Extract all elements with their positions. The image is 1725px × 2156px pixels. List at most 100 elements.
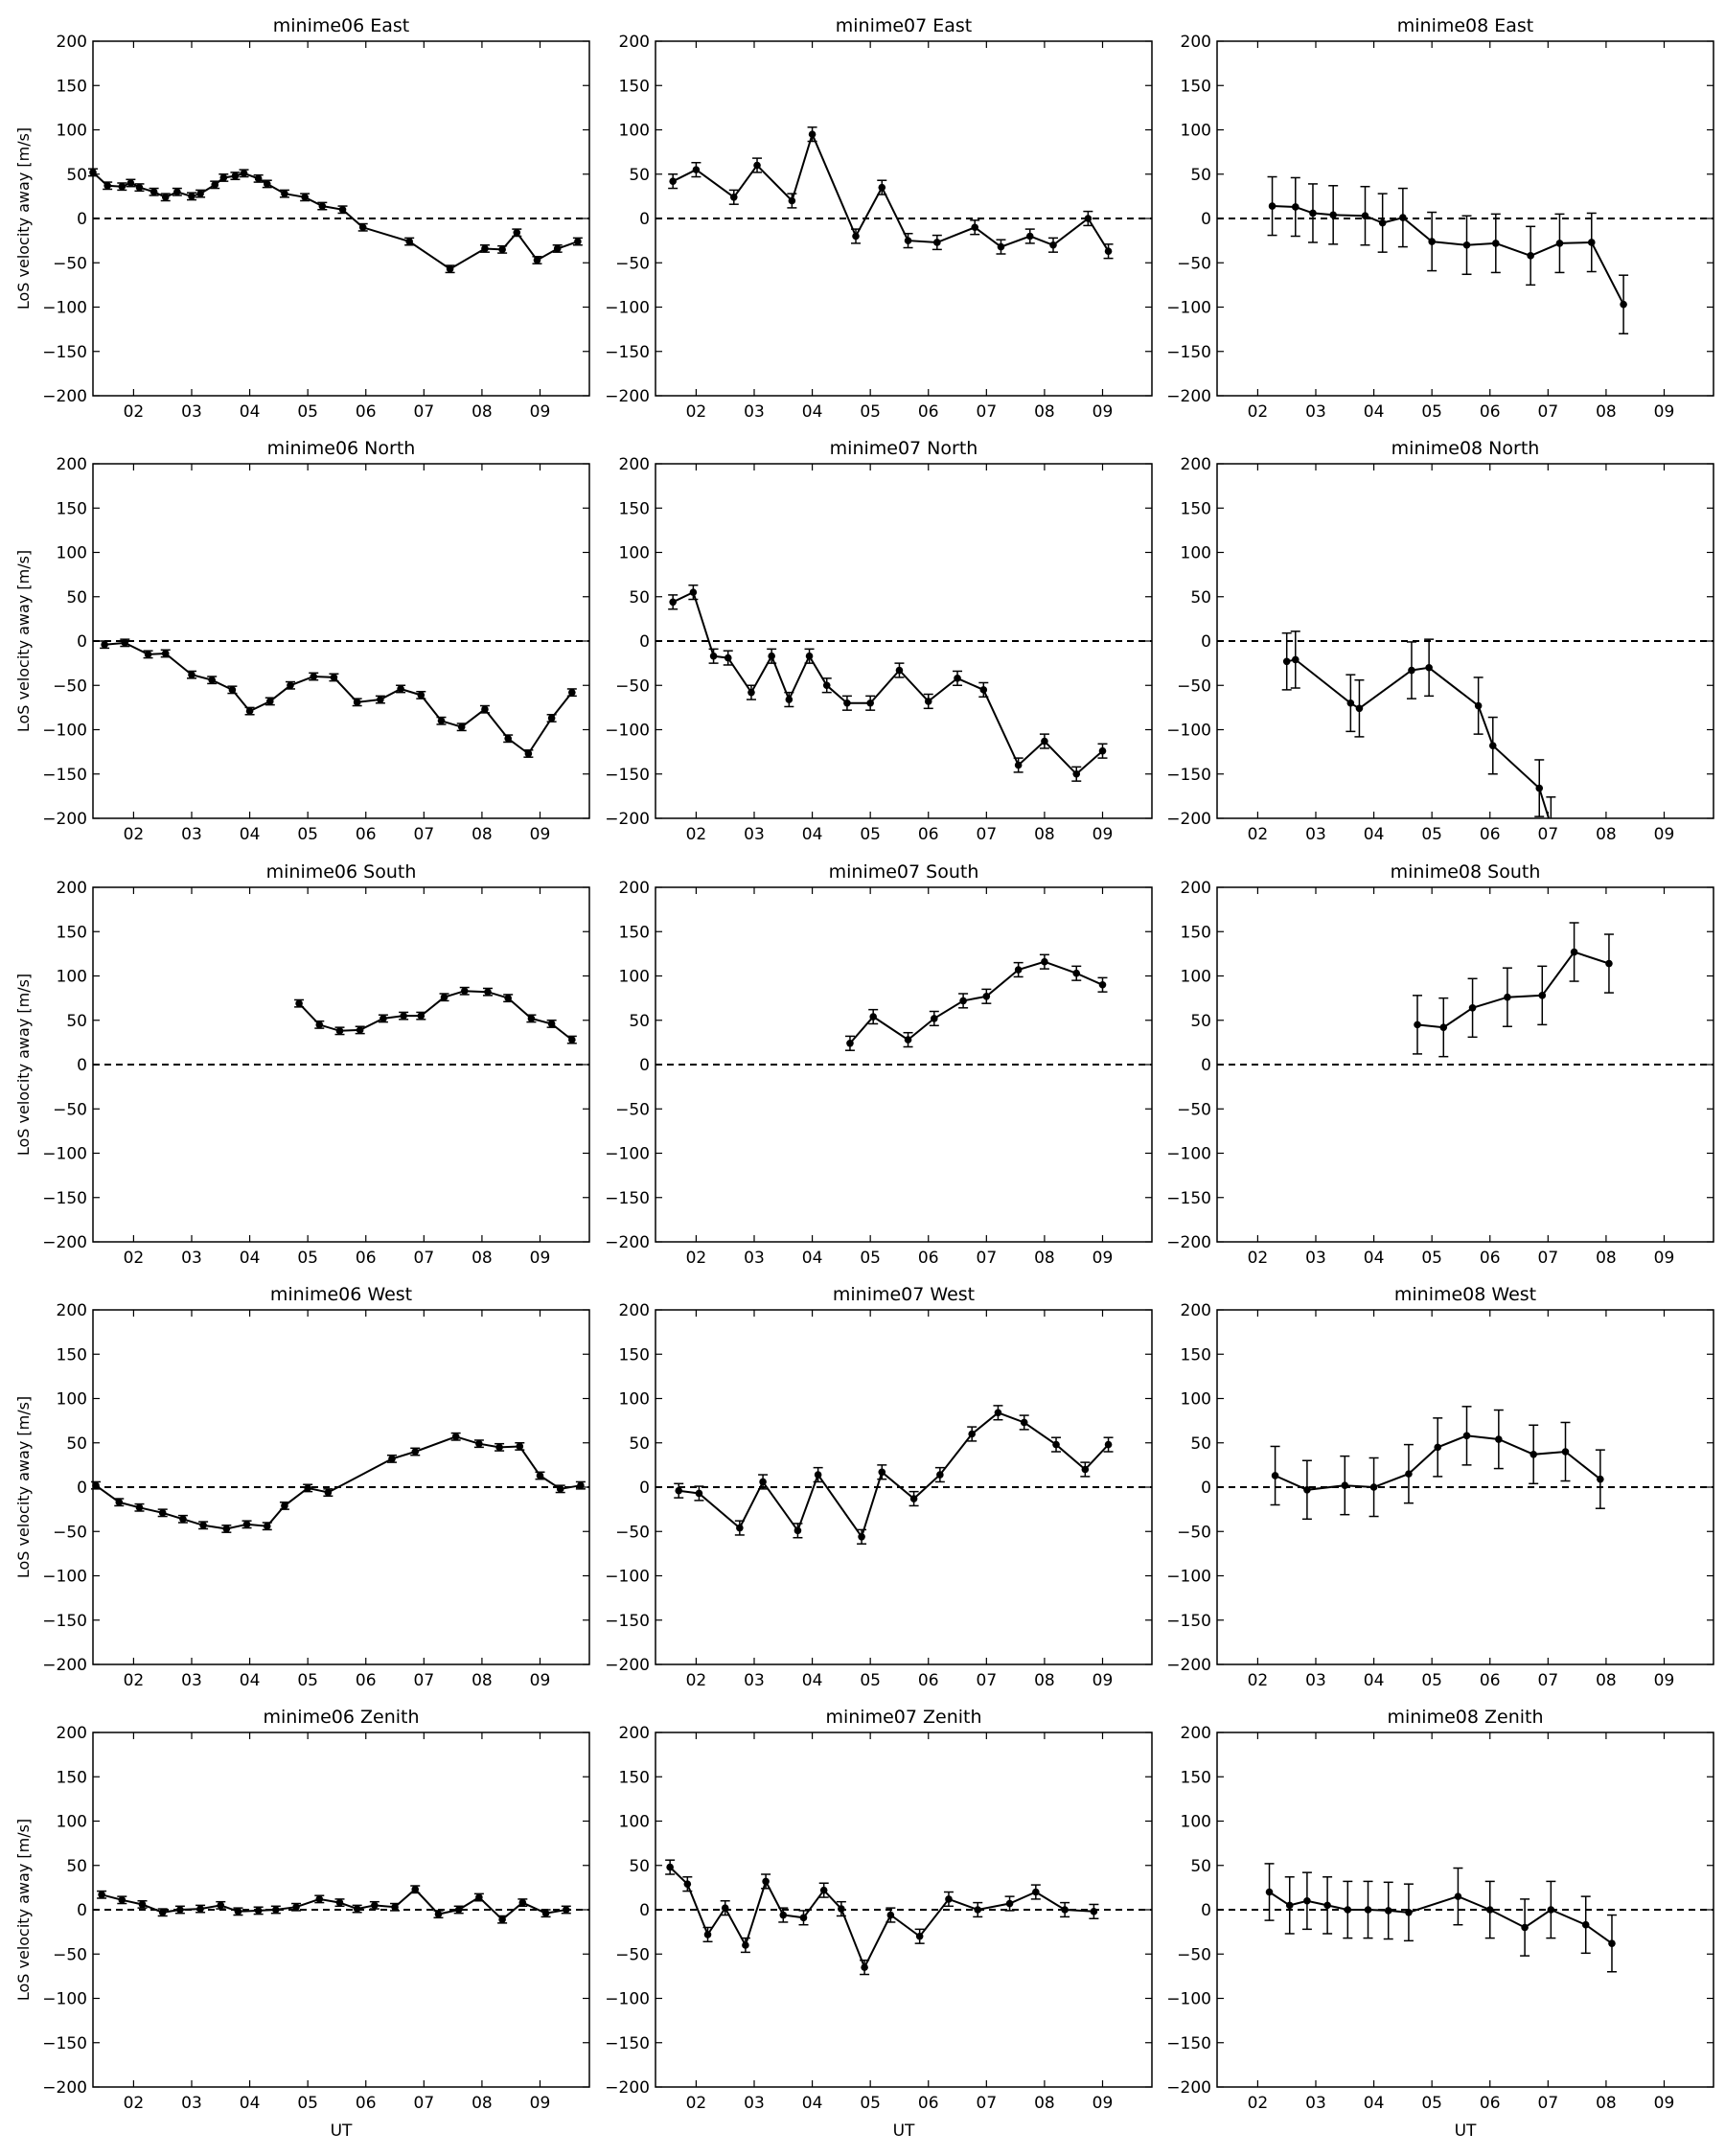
data-point [779,1911,788,1919]
panel-title: minime08 North [1392,438,1540,459]
panel-title: minime07 East [836,15,973,36]
series-line [849,960,1103,1044]
x-tick-label: 03 [181,1671,202,1690]
data-point [1041,957,1048,966]
data-point [513,229,521,237]
plot-frame [1216,1732,1714,2088]
data-point [1291,203,1300,211]
data-point [524,749,533,758]
y-tick-label: 0 [77,1901,87,1920]
y-tick-label: 200 [619,33,650,52]
data-point [219,173,228,182]
x-tick-label: 04 [240,1671,261,1690]
y-tick-label: −150 [605,1189,650,1208]
data-point [695,1489,703,1498]
data-point [1527,252,1534,260]
data-point [287,681,294,690]
x-tick-label: 08 [1034,825,1055,844]
data-point [138,1900,147,1909]
data-point [1323,1901,1331,1910]
data-point [118,182,126,191]
plot-frame [92,1732,590,2088]
y-tick-label: 100 [619,544,650,563]
data-point [794,1526,802,1535]
data-point [1521,1923,1529,1932]
x-tick-label: 04 [1364,402,1385,422]
y-tick-label: 100 [619,968,650,987]
y-tick-label: −150 [1166,1612,1211,1631]
panel-title: minime07 Zenith [825,1707,981,1728]
data-point [446,264,454,273]
data-point [1485,1906,1494,1914]
data-point [254,1907,263,1915]
data-point [1608,1939,1616,1947]
y-tick-label: −150 [42,766,87,785]
data-point [400,1012,407,1020]
x-tick-label: 07 [977,825,998,844]
data-point [974,1906,982,1914]
y-tick-label: 150 [1181,1768,1211,1787]
x-tick-label: 03 [1305,825,1326,844]
data-point [1271,1472,1279,1479]
x-tick-label: 02 [686,825,707,844]
series-line [101,1888,566,1921]
data-point [310,673,318,680]
x-tick-label: 08 [1596,825,1617,844]
y-tick-label: 100 [57,968,87,987]
data-point [437,717,446,725]
x-tick-label: 07 [977,2094,998,2113]
plot-frame [1216,1309,1714,1665]
x-tick-label: 07 [1538,1671,1559,1690]
data-point [356,1026,364,1034]
x-tick-label: 09 [1654,1671,1675,1690]
data-point [931,1015,938,1022]
data-point [1561,1448,1570,1456]
data-point [292,1903,300,1912]
series-line [1286,658,1551,818]
y-tick-label: −150 [605,2034,650,2053]
plot-frame [92,1309,590,1665]
y-tick-label: 50 [1190,1434,1211,1454]
y-tick-label: 100 [57,1390,87,1410]
y-tick-label: −200 [1166,1233,1211,1252]
panel-title: minime08 Zenith [1387,1707,1543,1728]
data-point [161,650,170,657]
data-point [1014,966,1023,974]
data-point [1504,993,1511,1001]
data-point [997,242,1005,251]
y-tick-label: −100 [605,1568,650,1587]
data-point [1495,1435,1503,1443]
y-tick-label: 150 [57,77,87,96]
data-point [945,1895,953,1903]
x-tick-label: 07 [1538,1249,1559,1268]
x-tick-label: 09 [530,1671,551,1690]
data-point [1361,212,1369,220]
panel-title: minime08 West [1394,1284,1536,1305]
x-tick-label: 08 [1034,1671,1055,1690]
y-tick-label: −100 [42,1990,87,2009]
data-point [126,179,135,187]
x-tick-label: 02 [124,1249,145,1268]
data-point [968,1430,976,1438]
y-tick-label: 150 [57,499,87,518]
data-point [541,1909,550,1917]
y-tick-label: 50 [1190,1012,1211,1031]
x-tick-label: 05 [1421,402,1442,422]
data-point [173,188,181,196]
data-point [669,177,677,185]
data-point [457,722,466,731]
data-point [196,1905,204,1913]
data-point [161,194,170,201]
data-point [768,652,775,660]
x-tick-label: 09 [1654,402,1675,422]
y-tick-label: −200 [605,2078,650,2098]
x-tick-label: 09 [530,825,551,844]
x-tick-label: 02 [686,402,707,422]
x-tick-label: 03 [744,1671,765,1690]
data-point [484,988,492,996]
y-tick-label: −150 [1166,1189,1211,1208]
data-point [1032,1888,1040,1896]
data-point [846,1040,854,1047]
data-point [843,699,851,707]
data-point [971,223,979,232]
